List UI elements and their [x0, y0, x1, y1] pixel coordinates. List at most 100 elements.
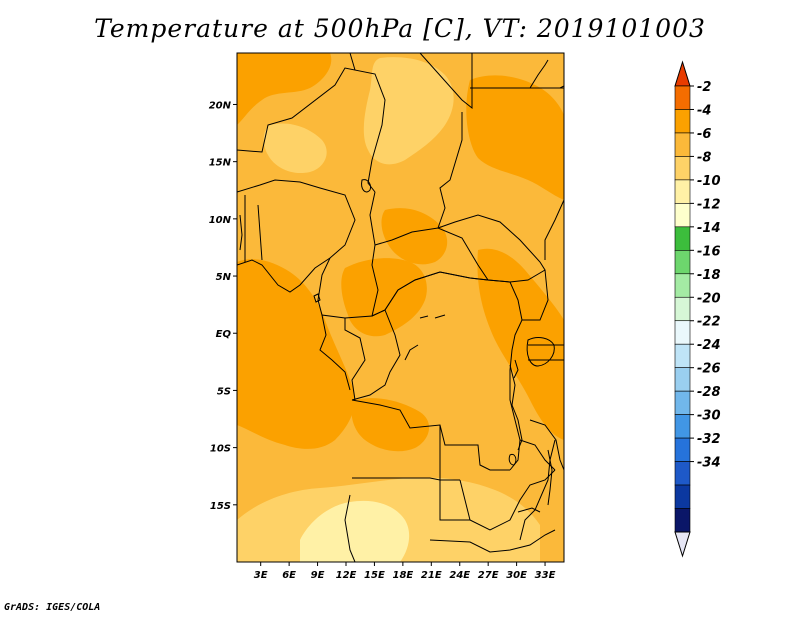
field-warm-west-coast [237, 259, 355, 449]
colorbar-label: -22 [697, 315, 721, 330]
lon-tick-label: 6E [282, 570, 296, 581]
border-sudan-ethiopia [470, 87, 564, 260]
colorbar-swatch [674, 85, 691, 110]
colorbar-swatch [674, 437, 691, 462]
border-uganda-kenya [522, 269, 564, 361]
lat-tick-label: 20N [209, 100, 232, 111]
colorbar-label: -8 [697, 150, 711, 165]
lat-tick-label: 15N [209, 158, 232, 169]
coastline-red-sea [529, 59, 564, 89]
colorbar-label: -34 [697, 456, 721, 471]
colorbar-swatch [674, 273, 691, 298]
field-cool-north [363, 57, 454, 165]
colorbar-label: -4 [697, 103, 711, 118]
lake-kariba [517, 507, 541, 513]
colorbar-top-arrow [674, 60, 691, 87]
colorbar-label: -6 [697, 127, 711, 142]
colorbar: -2 -4 -6 -8 -10 -12 -14 -16 -18 -20 -22 -24 -26 -28 -3… [674, 60, 721, 558]
lon-tick-label: 3E [254, 570, 268, 581]
coastline-southeast [519, 439, 556, 541]
field-cool-west [263, 123, 327, 174]
colorbar-swatch [674, 203, 691, 228]
lake-chad [361, 179, 371, 193]
lake-victoria [526, 337, 555, 367]
colorbar-swatch [674, 156, 691, 181]
border-niger-chad [237, 67, 386, 193]
colorbar-swatch [674, 414, 691, 439]
lon-tick-label: 9E [311, 570, 325, 581]
colorbar-swatch [674, 390, 691, 415]
lake-mweru [508, 453, 517, 466]
colorbar-swatch [674, 132, 691, 157]
colorbar-swatch [674, 343, 691, 368]
lat-tick-label: 10N [209, 215, 232, 226]
colorbar-swatch [674, 250, 691, 275]
border-benin-togo [244, 195, 263, 262]
lake-kivu [513, 359, 519, 379]
map-title: Temperature at 500hPa [C], VT: 201910100… [94, 14, 706, 43]
colorbar-label: -26 [697, 362, 721, 377]
lon-tick-label: 27E [478, 570, 499, 581]
colorbar-label: -16 [697, 244, 721, 259]
lake-malawi [547, 449, 553, 506]
colorbar-label: -20 [697, 291, 721, 306]
colorbar-label: -28 [697, 385, 721, 400]
latitude-axis: 20N 15N 10N 5N EQ 5S 10S 15S [209, 100, 237, 512]
colorbar-label: -12 [697, 197, 721, 212]
colorbar-swatch [674, 320, 691, 345]
lon-tick-label: 21E [421, 570, 442, 581]
colorbar-label: -10 [697, 174, 721, 189]
lat-tick-label: 5N [216, 272, 232, 283]
colorbar-label: -30 [697, 409, 721, 424]
colorbar-swatch [674, 508, 691, 533]
field-warm-east [477, 248, 564, 440]
map-frame [236, 52, 565, 563]
colorbar-swatch [674, 484, 691, 509]
colorbar-label: -2 [697, 80, 711, 95]
border-nigeria [237, 179, 356, 293]
field-warm-southwest [351, 398, 430, 452]
lat-tick-label: 5S [217, 386, 231, 397]
colorbar-label: -24 [697, 338, 721, 353]
lon-tick-label: 30E [506, 570, 527, 581]
border-congo-drc [351, 309, 401, 401]
lake-volta [239, 214, 243, 251]
colorbar-bottom-arrow [674, 531, 691, 558]
field-warm-northeast [466, 75, 564, 200]
border-gabon-congo [319, 314, 366, 401]
field-warm-north [237, 53, 332, 125]
border-drc-north [384, 271, 523, 321]
colorbar-swatch [674, 179, 691, 204]
border-libya-sudan [349, 53, 473, 110]
lake-tanganyika [509, 364, 523, 451]
border-chad-sudan [437, 112, 463, 229]
colorbar-swatch [674, 296, 691, 322]
river-lakes-congo [404, 314, 446, 361]
border-drc-east [509, 319, 523, 471]
lat-tick-label: 10S [210, 444, 231, 455]
lon-tick-label: 24E [449, 570, 470, 581]
colorbar-label: -14 [697, 221, 721, 236]
colorbar-swatch [674, 109, 691, 134]
lon-tick-label: 15E [364, 570, 385, 581]
lake-bioko [313, 293, 321, 303]
field-warm-central [381, 208, 448, 265]
lon-tick-label: 18E [392, 570, 413, 581]
country-borders [237, 53, 564, 562]
lat-tick-label: 15S [210, 501, 231, 512]
colorbar-swatch [674, 226, 691, 251]
longitude-axis: 3E 6E 9E 12E 15E 18E 21E 24E 27E 30E 33E [254, 562, 556, 581]
colorbar-label: -18 [697, 268, 721, 283]
lon-tick-label: 12E [336, 570, 357, 581]
border-angola-namibia [352, 477, 470, 521]
border-south [344, 494, 556, 562]
colorbar-swatch [674, 461, 691, 486]
field-coldest-south [300, 500, 410, 562]
lat-tick-label: EQ [216, 329, 232, 340]
border-south-sudan [437, 214, 546, 283]
lon-tick-label: 33E [535, 570, 556, 581]
temperature-field [237, 53, 564, 562]
footer-credit: GrADS: IGES/COLA [4, 602, 101, 613]
colorbar-label: -32 [697, 432, 721, 447]
